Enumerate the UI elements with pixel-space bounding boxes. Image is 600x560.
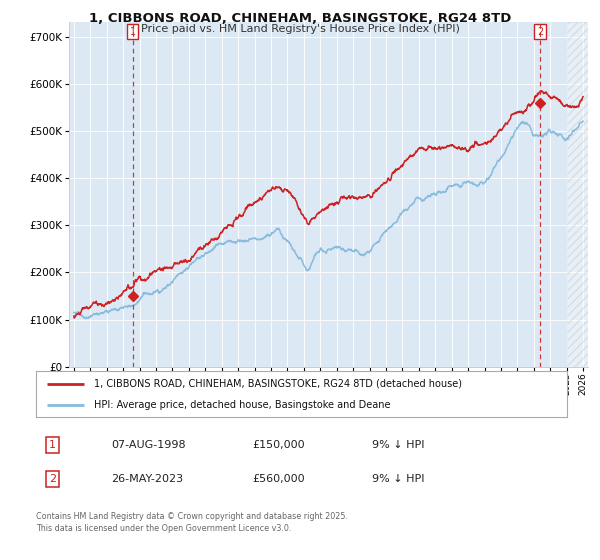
Text: £150,000: £150,000 bbox=[252, 440, 305, 450]
Text: 1, CIBBONS ROAD, CHINEHAM, BASINGSTOKE, RG24 8TD (detached house): 1, CIBBONS ROAD, CHINEHAM, BASINGSTOKE, … bbox=[94, 379, 463, 389]
Text: 9% ↓ HPI: 9% ↓ HPI bbox=[372, 474, 425, 484]
Text: 1: 1 bbox=[49, 440, 56, 450]
Text: 2: 2 bbox=[49, 474, 56, 484]
Bar bbox=[566, 22, 596, 367]
Text: 1: 1 bbox=[130, 27, 136, 37]
Text: £560,000: £560,000 bbox=[252, 474, 305, 484]
Text: Price paid vs. HM Land Registry's House Price Index (HPI): Price paid vs. HM Land Registry's House … bbox=[140, 24, 460, 34]
Text: 1, CIBBONS ROAD, CHINEHAM, BASINGSTOKE, RG24 8TD: 1, CIBBONS ROAD, CHINEHAM, BASINGSTOKE, … bbox=[89, 12, 511, 25]
Text: 9% ↓ HPI: 9% ↓ HPI bbox=[372, 440, 425, 450]
Text: 07-AUG-1998: 07-AUG-1998 bbox=[111, 440, 185, 450]
Text: HPI: Average price, detached house, Basingstoke and Deane: HPI: Average price, detached house, Basi… bbox=[94, 400, 391, 410]
Text: Contains HM Land Registry data © Crown copyright and database right 2025.
This d: Contains HM Land Registry data © Crown c… bbox=[36, 512, 348, 533]
Text: 2: 2 bbox=[537, 27, 543, 37]
Text: 26-MAY-2023: 26-MAY-2023 bbox=[111, 474, 183, 484]
